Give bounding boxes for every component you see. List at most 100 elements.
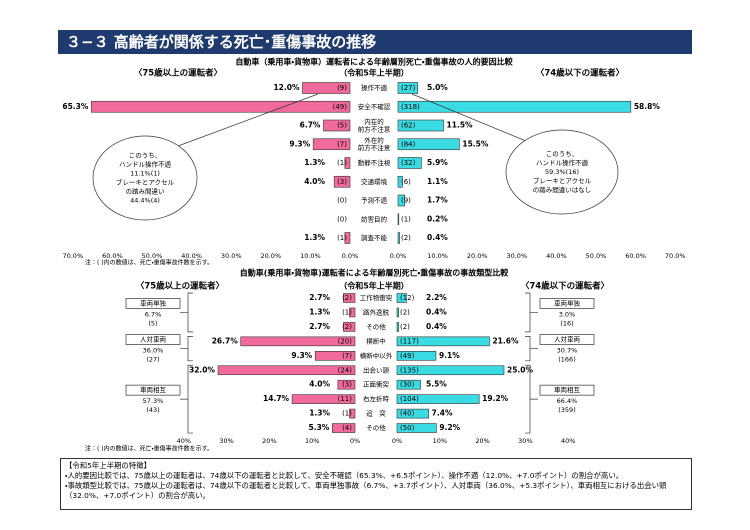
x-tick-label: 30% (518, 437, 532, 445)
count-label: (30) (400, 381, 415, 389)
group-box (125, 298, 181, 309)
bar (396, 379, 421, 390)
callout-text: 59.3%(16) (545, 168, 579, 176)
count-label: (1) (337, 159, 347, 167)
value-label: 9.3% (289, 139, 310, 148)
group-name: 人対車両 (554, 335, 581, 344)
chart-subtitle: （令和5年上半期） (339, 281, 409, 291)
callout-text: このうち、 (546, 150, 579, 158)
category-label: 外在的前方不注意 (358, 136, 391, 153)
count-label: (2) (400, 323, 410, 331)
group-box (125, 384, 181, 396)
category-label: 予測不適 (361, 196, 388, 205)
bar (217, 365, 356, 376)
summary-box: 【令和5年上半期の特徴】 ・人的要因比較では、75歳以上の運転者は、74歳以下の… (60, 458, 692, 510)
legend-right: 〈74歳以下の運転者〉 (536, 68, 624, 79)
category-label: 出会い頭 (363, 365, 390, 374)
x-tick-label: 10.0% (300, 252, 321, 260)
count-label: (12) (400, 294, 415, 302)
callout-text: ブレーキとアクセル (533, 176, 592, 185)
callout-text: 44.4%(4) (130, 197, 160, 205)
bar (333, 175, 351, 188)
count-label: (0) (337, 197, 347, 205)
group-box (539, 334, 595, 345)
summary-heading: 【令和5年上半期の特徴】 (65, 461, 152, 470)
category-label: 横断中以外 (360, 351, 393, 360)
value-label: 0.4% (426, 322, 447, 331)
group-count: (5) (148, 319, 157, 327)
category-label: 安全不確認 (358, 102, 391, 111)
value-label: 9.1% (439, 351, 460, 360)
x-tick-label: 70.0% (665, 252, 686, 260)
bar (332, 423, 356, 433)
category-label: 操作不適 (361, 83, 388, 92)
value-label: 1.1% (427, 177, 448, 186)
group-count: (359) (558, 406, 575, 414)
category-label: 内在的前方不注意 (358, 117, 391, 134)
callout-bubble (505, 129, 619, 215)
value-label: 1.7% (427, 196, 448, 205)
count-label: (318) (401, 103, 420, 111)
count-label: (2) (342, 294, 352, 302)
bar (397, 119, 444, 132)
bar (397, 138, 460, 151)
group-share: 3.0% (559, 310, 576, 318)
count-label: (49) (333, 103, 348, 111)
footnote: 注：( )内の数値は、死亡・重傷事故件数を示す。 (85, 445, 213, 453)
value-label: 15.5% (462, 139, 489, 148)
count-label: (9) (337, 84, 347, 92)
group-share: 36.0% (143, 347, 164, 355)
x-tick-label: 40.0% (546, 252, 567, 260)
bar (91, 100, 351, 113)
bar (397, 213, 400, 226)
group-name: 車両単独 (140, 298, 167, 307)
count-label: (7) (337, 140, 347, 148)
bar (396, 293, 407, 303)
value-label: 0.4% (427, 233, 448, 242)
category-label: 工作物衝突 (360, 293, 393, 302)
count-label: (0) (337, 215, 347, 223)
value-label: 5.3% (309, 423, 330, 432)
group-share: 30.7% (557, 347, 578, 355)
group-count: (16) (560, 319, 573, 327)
group-bracket (180, 292, 193, 333)
group-count: (166) (558, 356, 575, 364)
category-label: 調査不能 (361, 233, 388, 242)
count-label: (6) (401, 178, 411, 186)
x-tick-label: 40% (177, 437, 191, 445)
value-label: 0.2% (427, 214, 448, 223)
chart-subtitle: （令和5年上半期） (339, 68, 409, 78)
category-label: 横断中 (366, 336, 386, 345)
bar (349, 307, 356, 318)
slide-title: ３−３ 高齢者が関係する死亡･重傷事故の推移 (58, 30, 692, 54)
value-label: 1.3% (309, 307, 330, 316)
value-label: 25.0% (507, 365, 534, 374)
x-tick-label: 20% (475, 437, 489, 445)
x-tick-label: 60.0% (625, 252, 646, 260)
bar (349, 408, 356, 419)
count-label: (9) (401, 197, 411, 205)
value-label: 4.0% (309, 380, 330, 389)
x-tick-label: 20.0% (467, 252, 488, 260)
count-label: (4) (342, 424, 352, 432)
count-label: (1) (337, 234, 347, 242)
count-label: (104) (400, 395, 419, 403)
bar (337, 379, 356, 390)
x-tick-label: 20% (262, 437, 276, 445)
value-label: 4.0% (304, 177, 325, 186)
category-label: その他 (366, 322, 386, 331)
value-label: 0.4% (426, 307, 447, 316)
count-label: (32) (401, 159, 416, 167)
value-label: 1.3% (309, 409, 330, 418)
value-label: 9.3% (291, 351, 312, 360)
bar (302, 82, 351, 94)
group-bracket (525, 364, 538, 434)
group-name: 車両相互 (554, 385, 581, 394)
bar (312, 138, 351, 151)
count-label: (40) (400, 410, 415, 418)
group-name: 車両単独 (554, 298, 581, 307)
group-name: 車両相互 (140, 385, 167, 394)
summary-item: ・人的要因比較では、75歳以上の運転者は、74歳以下の運転者と比較して、安全不確… (65, 471, 624, 480)
callout-text: ハンドル操作不適 (119, 160, 172, 169)
